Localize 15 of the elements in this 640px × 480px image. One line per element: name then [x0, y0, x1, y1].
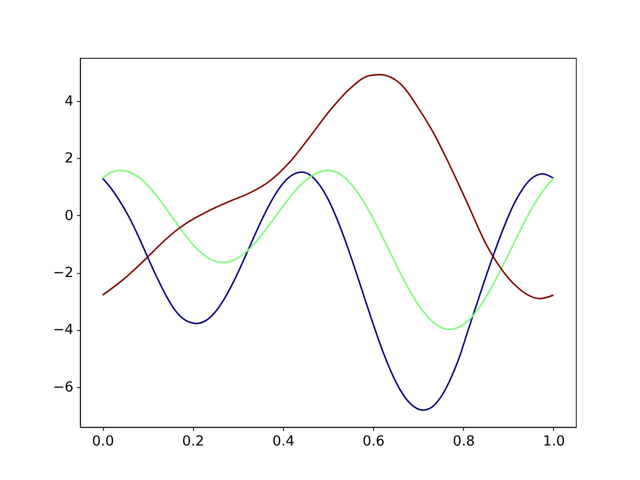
y-tick-label: −2 [53, 265, 74, 282]
y-tick-label: 4 [64, 93, 74, 110]
line-series [102, 170, 554, 330]
line-series [102, 171, 554, 411]
x-tick-label: 0.4 [272, 434, 295, 450]
x-tick-label: 0.6 [362, 434, 385, 450]
x-tick-label: 0.8 [452, 434, 475, 450]
line-series [102, 74, 554, 300]
x-tick-label: 0.2 [182, 434, 204, 450]
y-tick-label: 2 [64, 150, 74, 167]
y-tick-label: −6 [53, 379, 74, 396]
x-tick-label: 0.0 [92, 434, 114, 450]
y-tick-label: 0 [64, 208, 74, 224]
x-tick-label: 1.0 [542, 434, 565, 450]
y-tick-label: −4 [53, 322, 74, 338]
